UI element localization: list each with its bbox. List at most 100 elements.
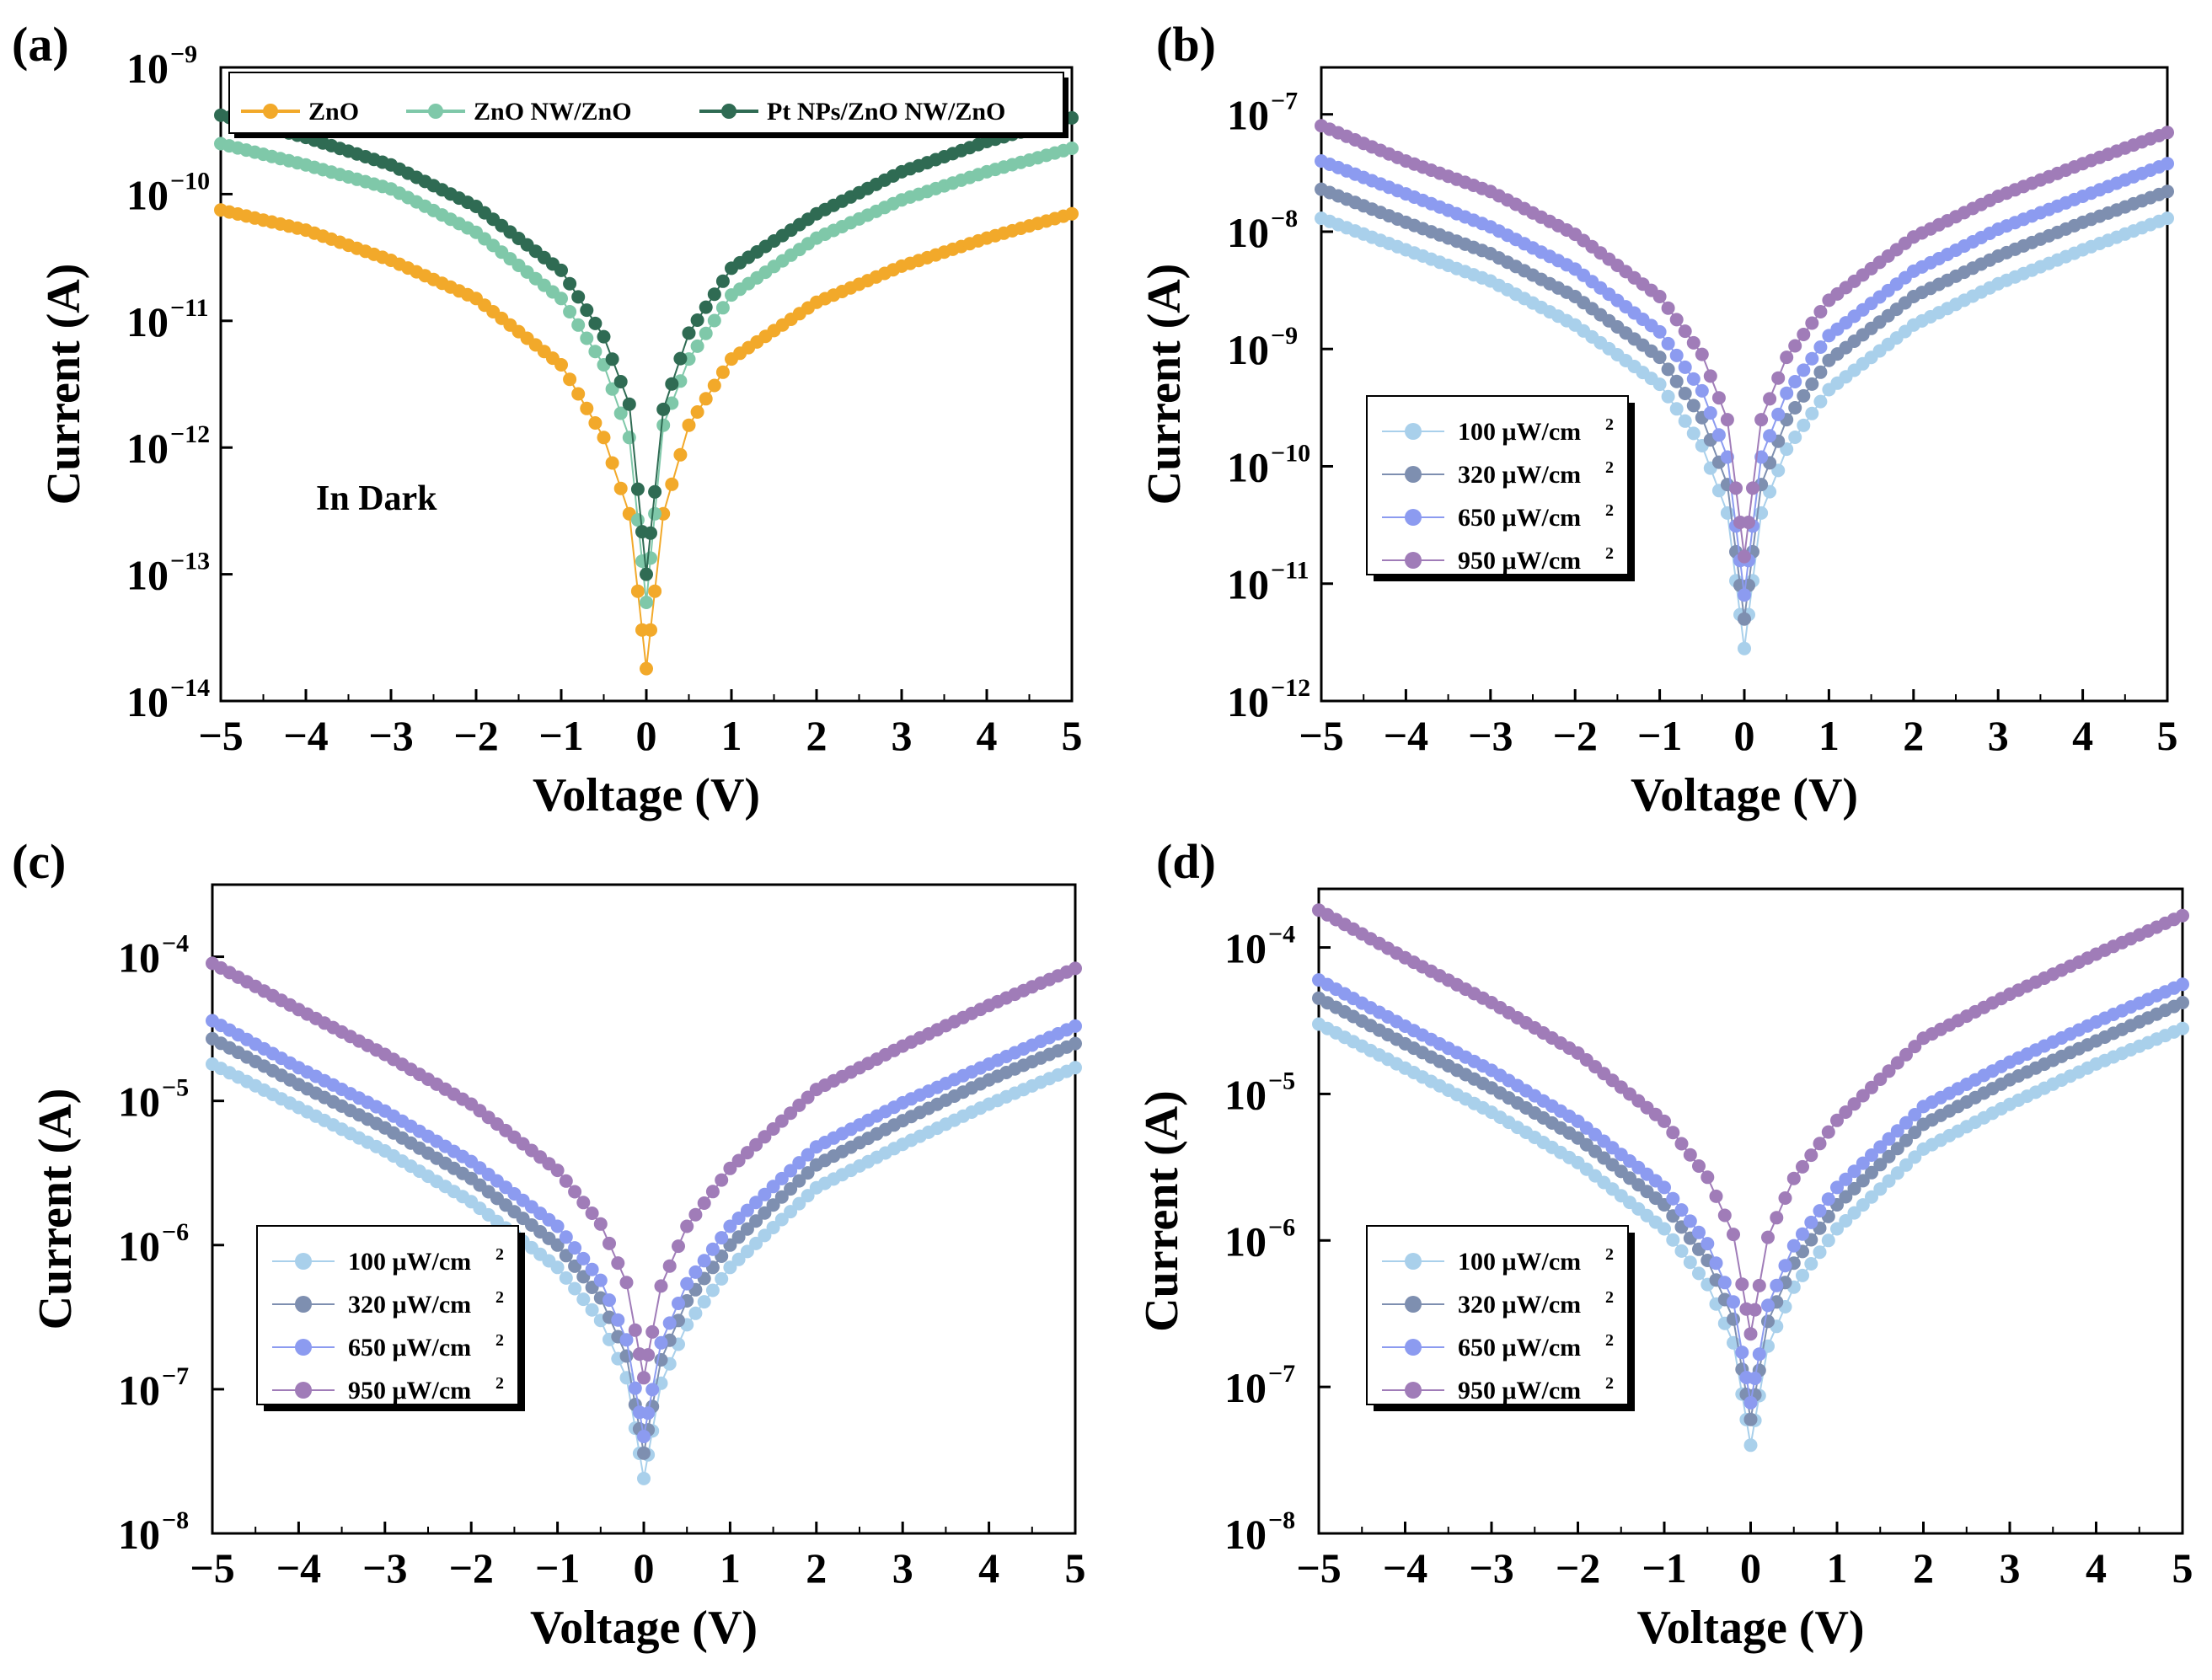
data-point	[1738, 612, 1751, 626]
data-point	[1763, 392, 1777, 406]
legend-marker	[1405, 1253, 1422, 1270]
y-tick-label: 10	[126, 425, 169, 472]
data-point	[563, 372, 577, 387]
data-point	[593, 1273, 608, 1287]
legend-label: 100 μW/cm	[1458, 1248, 1581, 1276]
data-point	[2161, 126, 2174, 140]
x-tick-label: −3	[1468, 712, 1513, 759]
data-point	[1890, 1056, 1904, 1070]
data-point	[784, 1205, 798, 1219]
data-point	[1830, 1180, 1844, 1195]
legend-marker	[263, 104, 278, 119]
data-point	[749, 1196, 763, 1210]
data-point	[1752, 1278, 1766, 1292]
legend: 100 μW/cm 2 320 μW/cm 2 650 μW/cm 2 950 μW/cm 2	[1366, 395, 1635, 581]
series-2	[1315, 182, 2174, 626]
data-point	[1678, 324, 1692, 339]
data-point	[1813, 305, 1828, 318]
data-point	[2161, 157, 2174, 171]
data-point	[1821, 1233, 1835, 1248]
data-point	[613, 406, 628, 420]
data-point	[1652, 350, 1667, 365]
data-point	[1683, 1255, 1697, 1270]
data-point	[723, 1161, 737, 1175]
x-tick-label: 1	[1827, 1544, 1848, 1592]
data-point	[801, 1166, 815, 1180]
data-point	[619, 1276, 634, 1290]
data-point	[1813, 340, 1828, 354]
data-point	[597, 329, 611, 344]
x-tick-label: −4	[1383, 1544, 1428, 1592]
legend-marker	[1405, 1382, 1422, 1399]
data-point	[2176, 977, 2189, 992]
data-point	[563, 305, 577, 318]
data-point	[1890, 1166, 1904, 1180]
data-point	[1813, 394, 1828, 409]
y-tick-label: 10	[1224, 1217, 1267, 1265]
data-point	[792, 1174, 806, 1188]
y-tick-exponent: −8	[162, 1506, 189, 1534]
x-tick-label: 3	[892, 712, 913, 759]
data-point	[690, 313, 704, 327]
data-point	[1669, 402, 1684, 416]
data-point	[1865, 1165, 1878, 1180]
data-point	[1821, 1192, 1835, 1206]
y-tick-label: 10	[118, 1511, 160, 1558]
data-point	[1727, 1312, 1740, 1326]
data-point	[637, 1471, 651, 1485]
data-point	[1669, 348, 1684, 362]
data-point	[1761, 1298, 1775, 1313]
data-point	[1692, 1225, 1706, 1239]
y-tick-exponent: −7	[1268, 1360, 1295, 1388]
data-point	[1709, 1189, 1723, 1203]
data-point	[1683, 1214, 1697, 1228]
data-point	[680, 1219, 694, 1233]
y-tick-exponent: −7	[162, 1362, 189, 1390]
data-point	[1805, 351, 1819, 366]
data-point	[1669, 374, 1684, 388]
series-4	[1312, 903, 2189, 1341]
data-point	[690, 405, 704, 419]
x-tick-label: −2	[1552, 712, 1598, 759]
data-point	[1686, 399, 1701, 413]
legend-label: 100 μW/cm	[348, 1248, 471, 1276]
data-point	[665, 377, 679, 391]
data-point	[1856, 1174, 1870, 1188]
legend-label-superscript: 2	[1605, 1288, 1614, 1307]
data-point	[688, 1265, 703, 1279]
data-point	[1804, 1148, 1818, 1163]
data-point	[758, 1130, 772, 1144]
data-point	[1788, 401, 1802, 415]
data-point	[1674, 1203, 1689, 1217]
data-point	[688, 1207, 703, 1222]
x-tick-label: 5	[2157, 712, 2178, 759]
data-point	[559, 1249, 573, 1263]
data-point	[588, 345, 603, 359]
x-tick-label: −5	[1296, 1544, 1342, 1592]
legend-label: 650 μW/cm	[1458, 504, 1581, 532]
y-axis-title: Current (A)	[1136, 1090, 1188, 1332]
data-point	[715, 1271, 729, 1286]
data-point	[1748, 1372, 1762, 1385]
data-point	[656, 418, 671, 432]
data-point	[630, 584, 645, 598]
data-point	[611, 1313, 625, 1327]
x-tick-label: 5	[2172, 1544, 2193, 1592]
data-point	[571, 318, 586, 332]
data-point	[1652, 377, 1667, 392]
data-point	[1788, 339, 1802, 353]
data-point	[1778, 1259, 1792, 1273]
data-point	[1743, 1395, 1758, 1410]
data-point	[1830, 1113, 1844, 1127]
legend-label: ZnO NW/ZnO	[474, 98, 632, 126]
y-tick-exponent: −8	[1268, 1506, 1295, 1534]
y-tick-label: 10	[126, 298, 169, 345]
data-point	[715, 301, 730, 315]
y-axis-title: Current (A)	[1138, 264, 1191, 506]
data-point	[1761, 1314, 1775, 1329]
x-tick-label: 0	[1734, 712, 1755, 759]
data-point	[1743, 1327, 1758, 1341]
data-point	[723, 1260, 737, 1275]
data-point	[1847, 1181, 1861, 1196]
data-point	[1771, 371, 1786, 385]
